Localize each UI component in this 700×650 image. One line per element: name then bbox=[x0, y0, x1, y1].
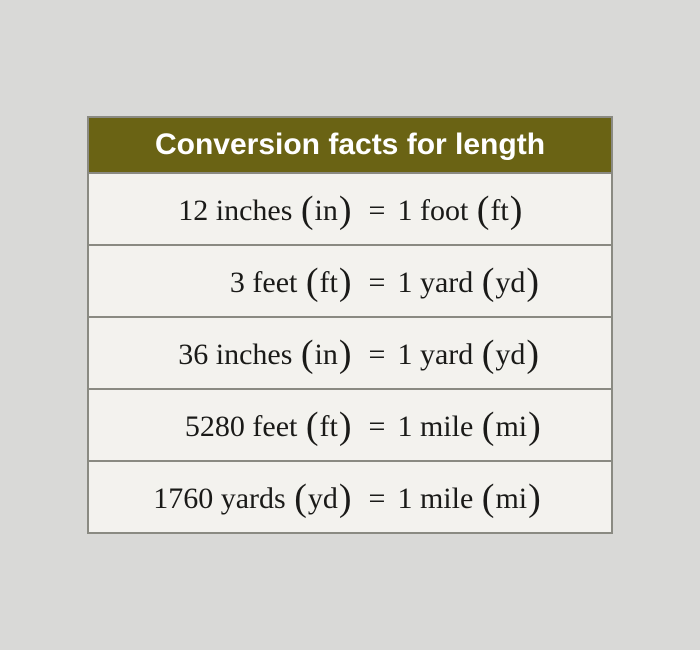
open-paren: ( bbox=[481, 333, 496, 375]
lhs-unit: feet bbox=[252, 266, 297, 299]
table-row: 1760 yards (yd) = 1 mile (mi) bbox=[88, 461, 613, 533]
close-paren: ) bbox=[338, 333, 353, 375]
rhs-abbr: yd bbox=[495, 266, 525, 299]
rhs-qty: 1 bbox=[397, 194, 412, 227]
lhs-unit: yards bbox=[221, 482, 286, 515]
rhs-abbr: yd bbox=[495, 338, 525, 371]
lhs-unit: inches bbox=[216, 194, 293, 227]
table-body: 12 inches (in) = 1 foot (ft) 3 feet (ft) bbox=[88, 173, 613, 533]
table-cell: 12 inches (in) = 1 foot (ft) bbox=[88, 173, 613, 245]
rhs-qty: 1 bbox=[397, 410, 412, 443]
open-paren: ( bbox=[481, 405, 496, 447]
conversion-table: Conversion facts for length 12 inches (i… bbox=[87, 116, 614, 534]
table-frame: Conversion facts for length 12 inches (i… bbox=[87, 116, 614, 534]
open-paren: ( bbox=[305, 261, 320, 303]
rhs-abbr: mi bbox=[495, 410, 527, 443]
lhs-qty: 12 bbox=[178, 194, 208, 227]
rhs-abbr: ft bbox=[490, 194, 508, 227]
equals-sign: = bbox=[363, 266, 392, 300]
equals-sign: = bbox=[363, 338, 392, 372]
rhs-unit: yard bbox=[420, 266, 473, 299]
open-paren: ( bbox=[476, 189, 491, 231]
close-paren: ) bbox=[338, 189, 353, 231]
table-row: 5280 feet (ft) = 1 mile (mi) bbox=[88, 389, 613, 461]
open-paren: ( bbox=[481, 477, 496, 519]
lhs-abbr: ft bbox=[320, 266, 338, 299]
table-cell: 3 feet (ft) = 1 yard (yd) bbox=[88, 245, 613, 317]
rhs-unit: mile bbox=[420, 410, 473, 443]
table-row: 3 feet (ft) = 1 yard (yd) bbox=[88, 245, 613, 317]
close-paren: ) bbox=[338, 261, 353, 303]
lhs-unit: feet bbox=[252, 410, 297, 443]
lhs-qty: 1760 bbox=[153, 482, 213, 515]
table-cell: 1760 yards (yd) = 1 mile (mi) bbox=[88, 461, 613, 533]
equals-sign: = bbox=[363, 194, 392, 228]
equals-sign: = bbox=[363, 410, 392, 444]
rhs-abbr: mi bbox=[495, 482, 527, 515]
lhs-abbr: ft bbox=[320, 410, 338, 443]
table-cell: 36 inches (in) = 1 yard (yd) bbox=[88, 317, 613, 389]
table-title: Conversion facts for length bbox=[88, 117, 613, 173]
lhs-abbr: yd bbox=[308, 482, 338, 515]
lhs-abbr: in bbox=[315, 194, 338, 227]
close-paren: ) bbox=[527, 405, 542, 447]
open-paren: ( bbox=[300, 333, 315, 375]
rhs-qty: 1 bbox=[397, 338, 412, 371]
equals-sign: = bbox=[363, 482, 392, 516]
rhs-unit: foot bbox=[420, 194, 468, 227]
rhs-unit: mile bbox=[420, 482, 473, 515]
table-row: 36 inches (in) = 1 yard (yd) bbox=[88, 317, 613, 389]
close-paren: ) bbox=[525, 333, 540, 375]
close-paren: ) bbox=[509, 189, 524, 231]
close-paren: ) bbox=[338, 477, 353, 519]
lhs-qty: 5280 bbox=[185, 410, 245, 443]
lhs-unit: inches bbox=[216, 338, 293, 371]
close-paren: ) bbox=[338, 405, 353, 447]
open-paren: ( bbox=[481, 261, 496, 303]
table-row: 12 inches (in) = 1 foot (ft) bbox=[88, 173, 613, 245]
rhs-qty: 1 bbox=[397, 266, 412, 299]
table-cell: 5280 feet (ft) = 1 mile (mi) bbox=[88, 389, 613, 461]
open-paren: ( bbox=[300, 189, 315, 231]
lhs-qty: 36 bbox=[178, 338, 208, 371]
close-paren: ) bbox=[527, 477, 542, 519]
rhs-qty: 1 bbox=[397, 482, 412, 515]
rhs-unit: yard bbox=[420, 338, 473, 371]
lhs-qty: 3 bbox=[230, 266, 245, 299]
open-paren: ( bbox=[305, 405, 320, 447]
lhs-abbr: in bbox=[315, 338, 338, 371]
close-paren: ) bbox=[525, 261, 540, 303]
open-paren: ( bbox=[293, 477, 308, 519]
